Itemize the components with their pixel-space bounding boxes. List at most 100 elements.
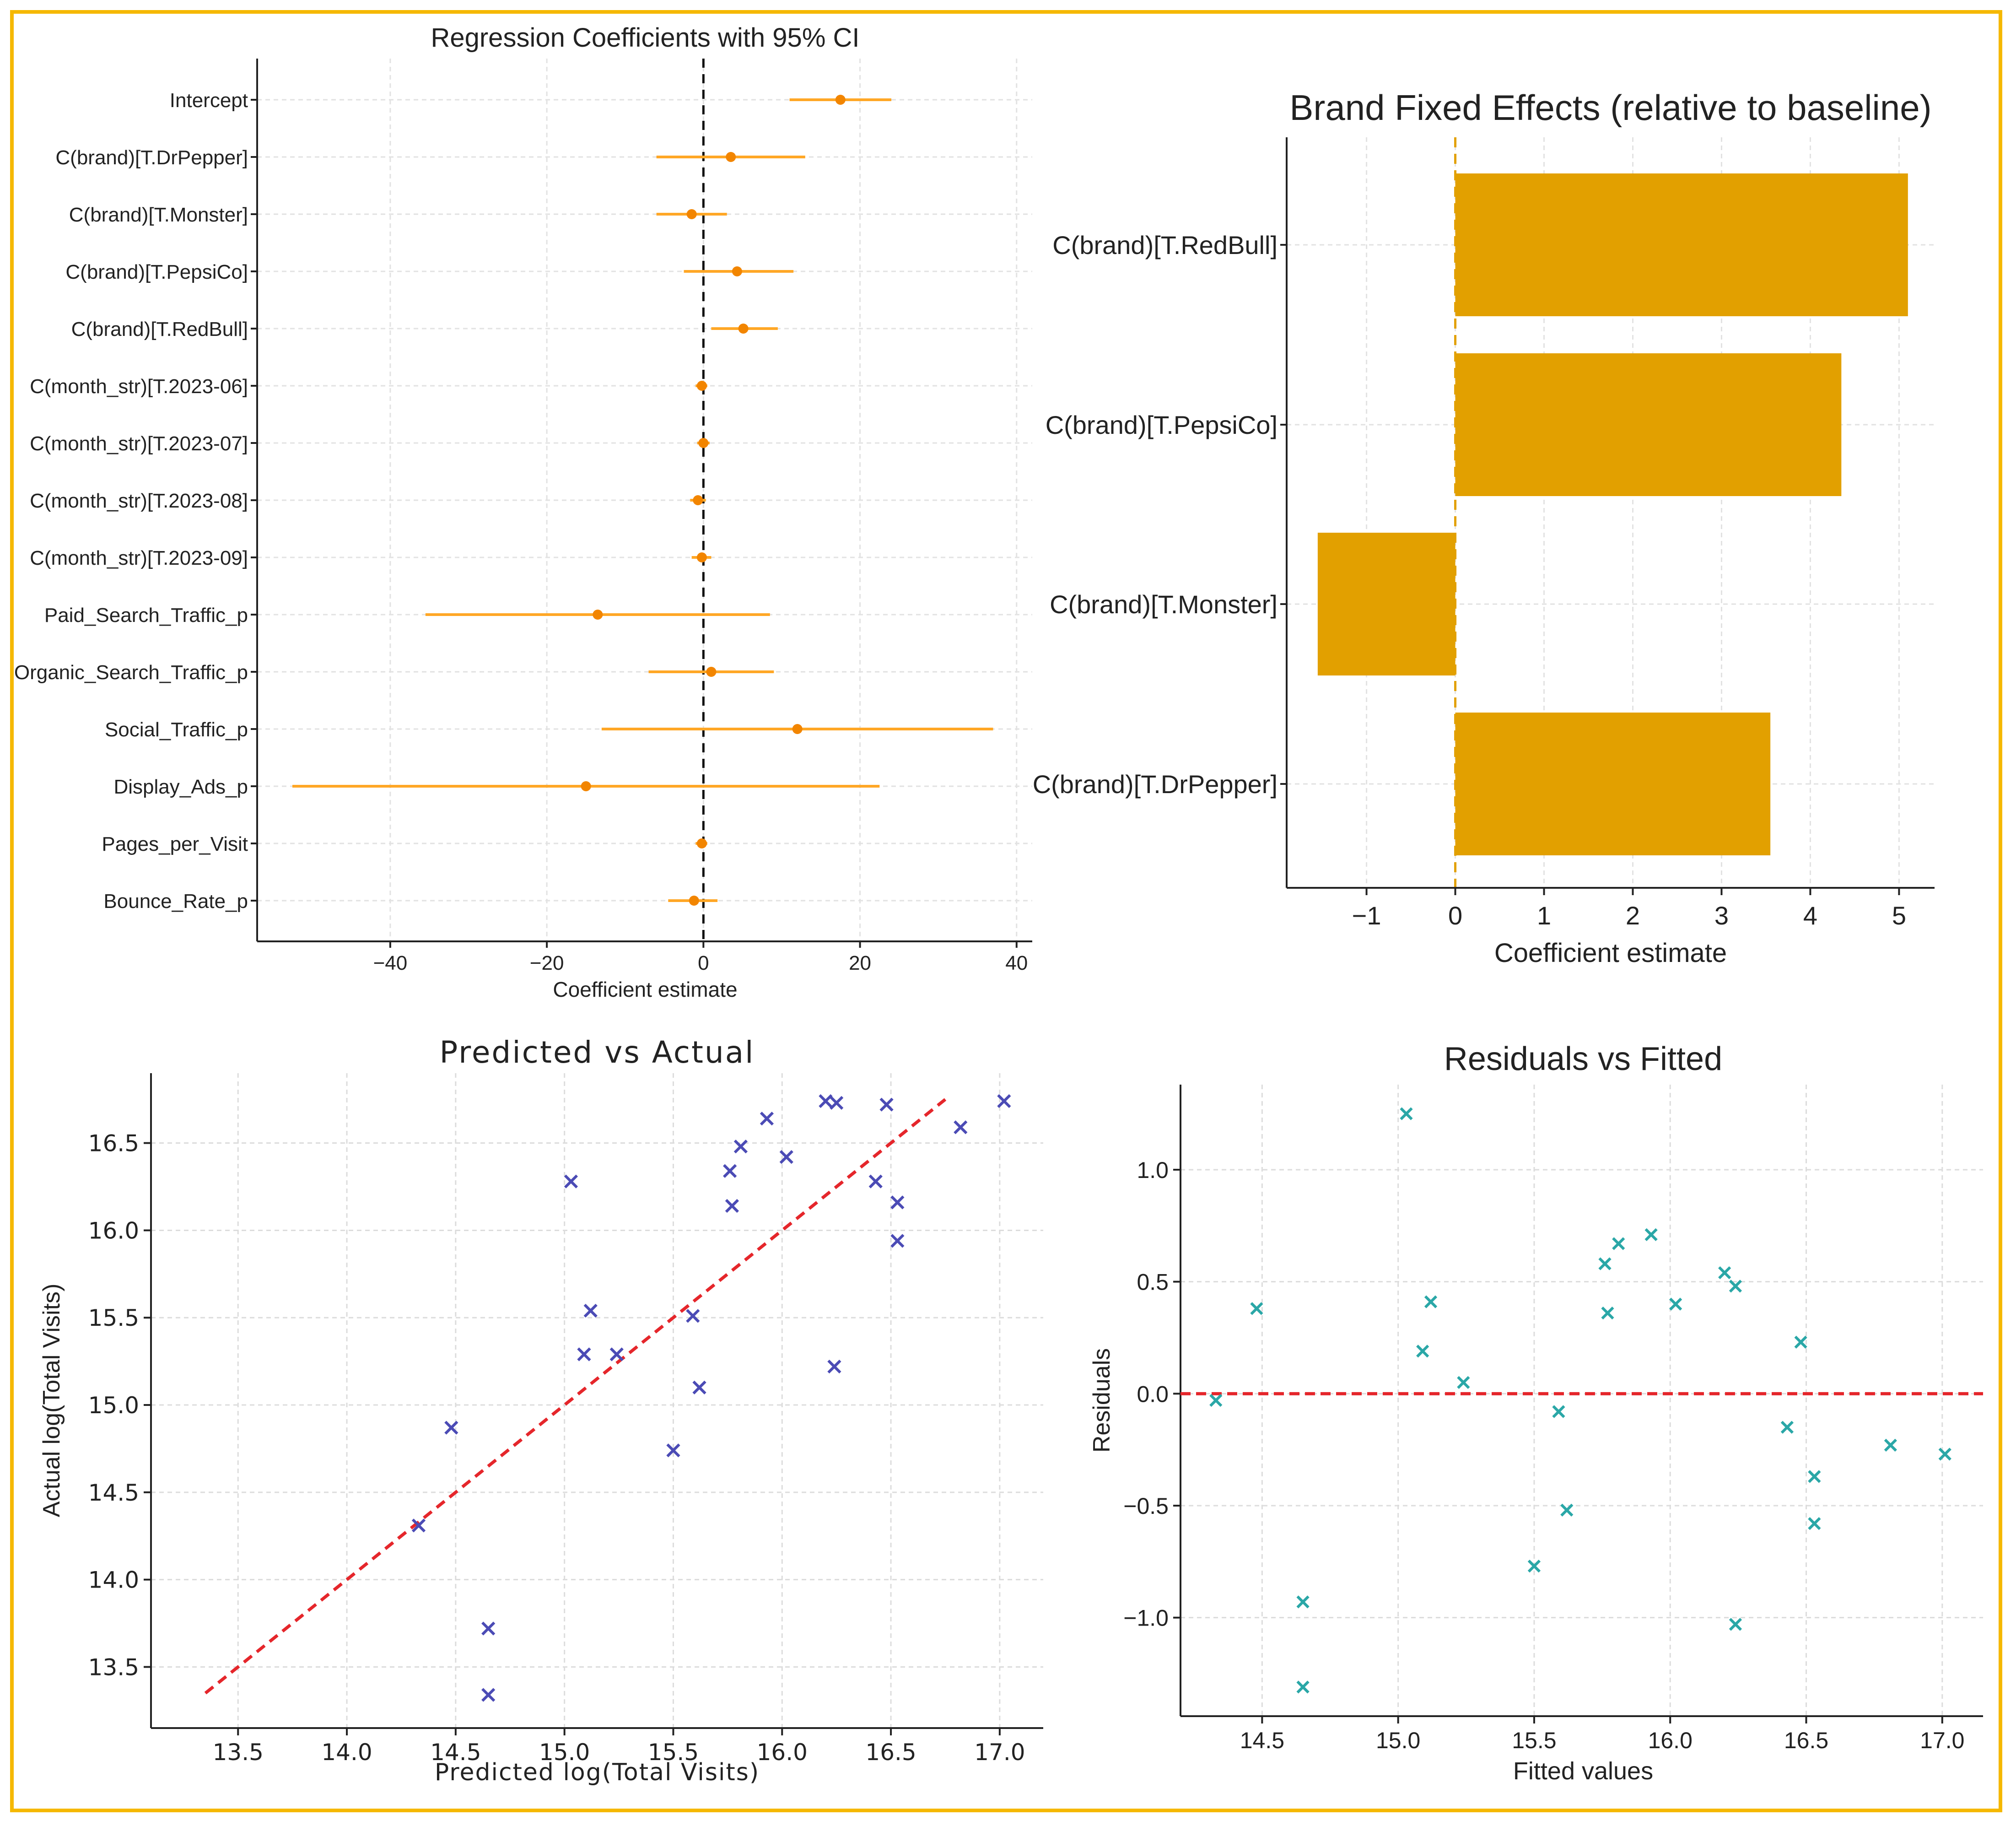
pred-point-24-stroke-b [997,1094,1011,1108]
brand-category-label-c-brand-t-drpepper: C(brand)[T.DrPepper] [1033,770,1278,799]
resid-ytick-label-4: 1.0 [1137,1157,1169,1183]
pred-identity-line [204,1098,947,1695]
pred-ytick-label-6: 16.5 [88,1130,139,1157]
pred-y-axis-label: Actual log(Total Visits) [38,1284,65,1518]
resid-point-11-stroke-b [1598,1257,1612,1270]
brand-chart: C(brand)[T.RedBull] C(brand)[T.PepsiCo] C(… [1033,87,1935,968]
pred-point-20-stroke-b [879,1097,894,1112]
pred-point-13-stroke-b [733,1140,748,1154]
resid-point-7-stroke-b [1457,1376,1470,1389]
resid-point-3-stroke-b [1296,1680,1310,1694]
pred-point-21-stroke-b [890,1195,905,1210]
coef-term-label-c-brand-t-drpepper: C(brand)[T.DrPepper] [55,146,248,169]
pred-point-1 [444,1421,458,1435]
coef-point-bounce-rate-p [689,896,699,906]
coef-point-paid-search-traffic-p [593,610,603,620]
coef-term-label-organic-search-traffic-p: Organic_Search_Traffic_p [14,661,248,684]
brand-bar-c-brand-t-pepsico [1455,353,1842,496]
coef-xtick-label-0: −40 [373,952,408,974]
resid-xtick-label-4: 16.5 [1784,1728,1828,1753]
pred-point-18-stroke-b [827,1359,841,1374]
coef-point-organic-search-traffic-p [706,667,717,677]
pred-point-17 [830,1096,844,1110]
pred-point-11 [723,1164,737,1178]
coef-term-label-display-ads-p: Display_Ads_p [114,776,248,798]
pred-point-5 [577,1347,591,1361]
resid-point-13-stroke-b [1612,1237,1625,1250]
coef-point-display-ads-p [581,781,591,791]
resid-point-8-stroke-b [1527,1560,1541,1573]
pred-point-4-stroke-b [564,1174,578,1189]
coef-point-c-brand-t-pepsico [732,266,742,276]
resid-point-9-stroke-b [1552,1405,1565,1418]
resid-point-12-stroke-b [1601,1307,1614,1320]
pred-xtick-label-0: 13.5 [213,1739,264,1766]
pred-point-12 [725,1199,739,1213]
pred-chart-title: Predicted vs Actual [440,1035,755,1070]
brand-bar-c-brand-t-redbull [1455,173,1908,316]
brand-xtick-label-1: 0 [1448,901,1462,930]
pred-point-15-stroke-b [779,1150,793,1164]
coef-term-label-bounce-rate-p: Bounce_Rate_p [103,890,248,913]
pred-point-6-stroke-b [583,1303,598,1318]
pred-xtick-label-4: 15.5 [648,1739,699,1766]
coef-xtick-label-4: 40 [1005,952,1028,974]
pred-ytick-label-2: 14.5 [88,1480,139,1506]
pred-point-1-stroke-b [444,1421,458,1435]
pred-point-15 [779,1150,793,1164]
brand-xtick-label-2: 1 [1537,901,1551,930]
brand-bar-c-brand-t-drpepper [1455,713,1771,855]
resid-y-axis-label: Residuals [1089,1348,1115,1453]
pred-point-23 [954,1120,968,1134]
pred-point-14 [760,1112,774,1126]
resid-point-5-stroke-b [1416,1345,1429,1358]
pred-point-14-stroke-b [760,1112,774,1126]
pred-point-11-stroke-b [723,1164,737,1178]
resid-point-19 [1780,1421,1794,1434]
residuals-chart: 14.5 15.0 15.5 16.0 16.5 17.0 −1.0 −0.5 0.0 0.5 1.… [1089,1041,1983,1785]
coef-point-c-brand-t-monster [686,209,697,219]
brand-chart-title: Brand Fixed Effects (relative to baselin… [1289,87,1931,128]
pred-point-0 [411,1518,426,1533]
coef-term-label-social-traffic-p: Social_Traffic_p [105,719,248,741]
resid-point-5 [1416,1345,1429,1358]
resid-point-9 [1552,1405,1565,1418]
brand-xtick-label-5: 4 [1803,901,1817,930]
coef-point-c-month-str-t-2023-06 [696,381,707,391]
resid-chart-title: Residuals vs Fitted [1444,1041,1722,1077]
pred-point-22 [890,1234,905,1248]
brand-xtick-label-3: 2 [1626,901,1640,930]
pred-xtick-label-7: 17.0 [974,1739,1025,1766]
pred-point-12-stroke-b [725,1199,739,1213]
coef-point-pages-per-visit [696,838,707,848]
resid-point-12 [1601,1307,1614,1320]
resid-xtick-label-2: 15.5 [1512,1728,1556,1753]
coef-point-c-month-str-t-2023-09 [696,552,707,562]
resid-point-11 [1598,1257,1612,1270]
resid-point-7 [1457,1376,1470,1389]
resid-point-20-stroke-b [1794,1335,1807,1349]
resid-point-17 [1729,1280,1742,1293]
pred-xtick-label-1: 14.0 [321,1739,372,1766]
resid-point-14 [1644,1228,1658,1241]
pred-point-9 [686,1309,700,1323]
coef-point-c-month-str-t-2023-07 [698,438,709,448]
resid-point-20 [1794,1335,1807,1349]
pred-point-13 [733,1140,748,1154]
pred-point-5-stroke-b [577,1347,591,1361]
pred-point-7-stroke-b [609,1347,624,1361]
resid-point-16 [1718,1266,1731,1280]
pred-point-4 [564,1174,578,1189]
resid-point-1-stroke-b [1250,1302,1263,1315]
pred-point-10-stroke-b [692,1380,706,1395]
coef-x-axis-label: Coefficient estimate [553,978,737,1001]
pred-point-23-stroke-b [954,1120,968,1134]
pred-point-19 [868,1174,883,1189]
resid-point-4-stroke-b [1400,1107,1413,1120]
resid-point-1 [1250,1302,1263,1315]
coef-term-label-c-month-str-t-2023-09: C(month_str)[T.2023-09] [30,547,248,569]
pred-point-16 [819,1094,833,1108]
coef-term-label-c-month-str-t-2023-07: C(month_str)[T.2023-07] [30,432,248,455]
resid-point-18 [1729,1618,1742,1631]
